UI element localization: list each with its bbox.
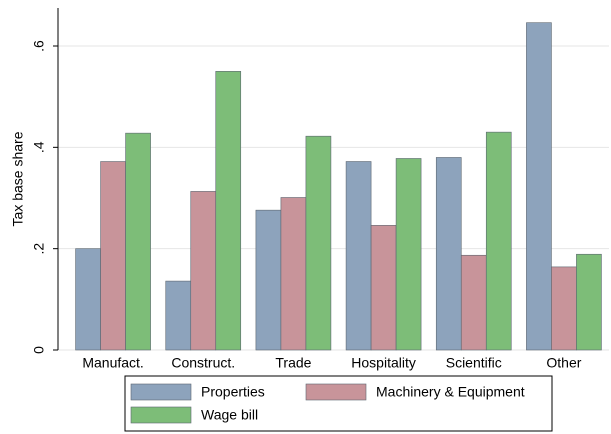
bar <box>305 135 332 351</box>
bar <box>280 197 307 351</box>
x-tick-label: Hospitality <box>351 355 416 371</box>
legend-swatch <box>305 383 367 401</box>
x-tick-label: Other <box>546 355 581 371</box>
legend-label: Wage bill <box>201 407 258 423</box>
bar <box>526 22 552 351</box>
bar <box>255 209 282 351</box>
legend-swatch <box>130 406 192 424</box>
bar <box>460 254 487 351</box>
x-tick-label: Manufact. <box>82 355 143 371</box>
y-tick-label: .2 <box>31 243 47 255</box>
bar <box>100 161 126 351</box>
y-axis-label: Tax base share <box>10 131 26 226</box>
bar <box>345 161 372 351</box>
bar <box>165 280 192 351</box>
bar <box>370 225 397 351</box>
y-tick-label: 0 <box>31 346 47 354</box>
bar <box>435 157 462 351</box>
bar <box>395 158 422 351</box>
y-tick-label: .6 <box>31 40 47 52</box>
legend-swatch <box>130 383 192 401</box>
x-tick-label: Scientific <box>446 355 502 371</box>
bar <box>551 266 577 351</box>
bar <box>576 253 602 351</box>
legend-label: Machinery & Equipment <box>376 384 525 400</box>
bar <box>215 71 242 351</box>
bar <box>75 248 101 351</box>
bar <box>485 131 512 351</box>
x-tick-label: Trade <box>275 355 311 371</box>
y-tick-label: .4 <box>31 141 47 153</box>
legend-label: Properties <box>201 384 265 400</box>
x-tick-label: Construct. <box>171 355 235 371</box>
bar <box>125 132 151 351</box>
bar <box>190 191 217 351</box>
